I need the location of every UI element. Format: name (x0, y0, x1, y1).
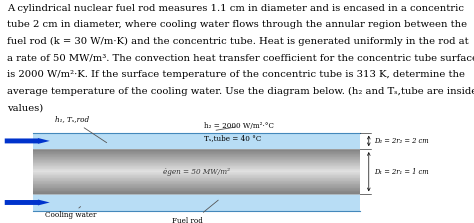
Bar (33, 151, 360, 152)
Bar (33, 177, 360, 178)
Bar (33, 171, 360, 172)
Bar (33, 192, 360, 193)
Bar (33, 184, 360, 185)
Text: average temperature of the cooling water. Use the diagram below. (h₂ and Tₛ,tube: average temperature of the cooling water… (7, 87, 474, 96)
Bar (33, 159, 360, 160)
Bar (33, 155, 360, 156)
Bar (33, 152, 360, 153)
Bar (33, 158, 360, 159)
Bar (33, 168, 360, 169)
Bar (33, 154, 360, 155)
Bar (33, 175, 360, 176)
Bar (33, 174, 360, 175)
Text: is 2000 W/m²·K. If the surface temperature of the concentric tube is 313 K, dete: is 2000 W/m²·K. If the surface temperatu… (7, 70, 465, 79)
Text: h₁, Tₛ,rod: h₁, Tₛ,rod (55, 116, 107, 143)
Bar (33, 172, 360, 173)
Bar (33, 166, 360, 167)
Text: tube 2 cm in diameter, where cooling water flows through the annular region betw: tube 2 cm in diameter, where cooling wat… (7, 21, 467, 29)
Bar (33, 173, 360, 174)
Bar (33, 164, 360, 165)
Bar (33, 156, 360, 157)
Text: ėgen = 50 MW/m²: ėgen = 50 MW/m² (163, 168, 230, 176)
Text: values): values) (7, 104, 43, 113)
Bar (33, 182, 360, 183)
Bar (33, 160, 360, 161)
Bar (33, 180, 360, 181)
Text: Cooling water: Cooling water (45, 206, 96, 219)
Bar (33, 185, 360, 186)
Text: a rate of 50 MW/m³. The convection heat transfer coefficient for the concentric : a rate of 50 MW/m³. The convection heat … (7, 54, 474, 63)
Bar (33, 153, 360, 154)
Text: Fuel rod
k = 30 W/m °C: Fuel rod k = 30 W/m °C (160, 200, 218, 223)
Bar (33, 186, 360, 187)
Bar (33, 193, 360, 194)
Bar (33, 163, 360, 164)
Bar (33, 183, 360, 184)
Bar (33, 133, 360, 149)
Bar (33, 187, 360, 188)
Bar (33, 167, 360, 168)
Bar (33, 149, 360, 150)
Bar (33, 157, 360, 158)
Bar (33, 191, 360, 192)
Bar (33, 161, 360, 162)
Bar (33, 178, 360, 179)
Bar (33, 181, 360, 182)
FancyArrow shape (5, 200, 50, 205)
Bar (33, 162, 360, 163)
Text: Tₛ,tube = 40 °C: Tₛ,tube = 40 °C (204, 134, 261, 142)
FancyArrow shape (5, 138, 50, 144)
Bar (33, 194, 360, 211)
Text: A cylindrical nuclear fuel rod measures 1.1 cm in diameter and is encased in a c: A cylindrical nuclear fuel rod measures … (7, 4, 464, 13)
Bar (33, 170, 360, 171)
Text: D₁ = 2r₁ = 1 cm: D₁ = 2r₁ = 1 cm (374, 168, 429, 176)
Bar (33, 189, 360, 190)
Bar (33, 150, 360, 151)
Bar (33, 169, 360, 170)
Bar (33, 165, 360, 166)
Text: D₂ = 2r₂ = 2 cm: D₂ = 2r₂ = 2 cm (374, 137, 429, 145)
Text: h₂ = 2000 W/m²·°C: h₂ = 2000 W/m²·°C (204, 122, 274, 130)
Bar (33, 188, 360, 189)
Bar (33, 190, 360, 191)
Text: fuel rod (k = 30 W/m·K) and the concentric tube. Heat is generated uniformly in : fuel rod (k = 30 W/m·K) and the concentr… (7, 37, 469, 46)
Bar (33, 176, 360, 177)
Bar (33, 179, 360, 180)
